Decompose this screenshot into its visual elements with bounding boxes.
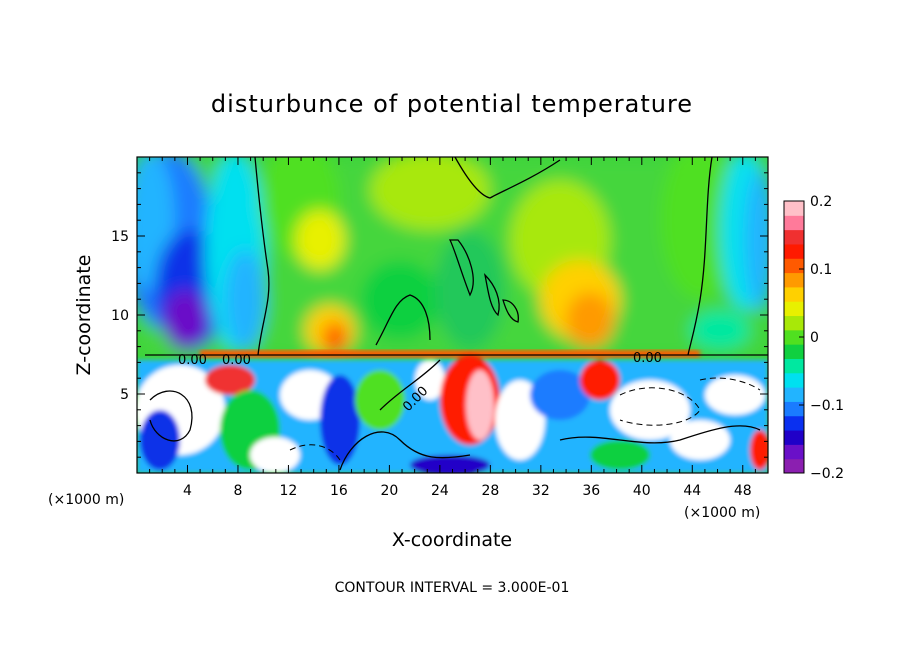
colorbar-swatch — [784, 243, 804, 259]
contour-interval-note: CONTOUR INTERVAL = 3.000E-01 — [335, 580, 570, 596]
colorbar-tick-label: −0.1 — [810, 398, 844, 414]
colorbar-swatch — [784, 286, 804, 302]
colorbar-swatch — [784, 358, 804, 374]
colorbar-swatch — [784, 430, 804, 445]
x-tick-label: 24 — [431, 483, 449, 499]
colorbar-swatch — [784, 315, 804, 331]
colorbar-swatch — [784, 215, 804, 231]
colorbar-swatch — [784, 201, 804, 216]
heatmap-field — [137, 157, 768, 473]
x-axis: 4 8 12 16 20 24 28 32 36 40 44 48 — [149, 157, 756, 499]
x-tick-label: 12 — [280, 483, 298, 499]
chart-title: disturbunce of potential temperature — [211, 90, 693, 118]
x-tick-label: 8 — [233, 483, 242, 499]
y-tick-label: 15 — [111, 229, 129, 245]
contour-label: 0.00 — [178, 353, 207, 368]
colorbar-swatch — [784, 458, 804, 474]
y-tick-label: 5 — [120, 387, 129, 403]
colorbar-swatch — [784, 301, 804, 317]
y-axis: 5 10 15 — [111, 172, 768, 458]
x-axis-unit-right: (×1000 m) — [684, 505, 760, 521]
x-tick-label: 36 — [582, 483, 600, 499]
x-tick-label: 28 — [481, 483, 499, 499]
colorbar-tick-label: 0.2 — [810, 194, 832, 210]
x-tick-label: 40 — [633, 483, 651, 499]
contour-label: 0.00 — [633, 351, 662, 366]
colorbar-tick-label: 0 — [810, 330, 819, 346]
x-tick-label: 32 — [532, 483, 550, 499]
colorbar-tick-label: −0.2 — [810, 466, 844, 482]
x-tick-label: 44 — [683, 483, 701, 499]
x-tick-label: 48 — [734, 483, 752, 499]
y-axis-title: Z-coordinate — [73, 255, 95, 376]
colorbar-swatch — [784, 444, 804, 460]
y-tick-label: 10 — [111, 308, 129, 324]
colorbar-swatch — [784, 258, 804, 274]
colorbar-tick-label: 0.1 — [810, 262, 832, 278]
colorbar-swatch — [784, 401, 804, 417]
colorbar-swatch — [784, 372, 804, 388]
contour-label: 0.00 — [222, 353, 251, 368]
x-tick-label: 20 — [380, 483, 398, 499]
colorbar: 0.2 0.1 0 −0.1 −0.2 — [783, 194, 844, 482]
colorbar-swatch — [784, 415, 804, 431]
x-axis-unit-left: (×1000 m) — [48, 492, 124, 508]
colorbar-swatch — [784, 229, 804, 245]
x-tick-label: 16 — [330, 483, 348, 499]
colorbar-swatch — [784, 329, 804, 345]
colorbar-swatch — [784, 272, 804, 288]
colorbar-swatch — [784, 387, 804, 402]
x-axis-title: X-coordinate — [392, 529, 512, 551]
x-tick-label: 4 — [183, 483, 192, 499]
colorbar-swatch — [784, 344, 804, 359]
